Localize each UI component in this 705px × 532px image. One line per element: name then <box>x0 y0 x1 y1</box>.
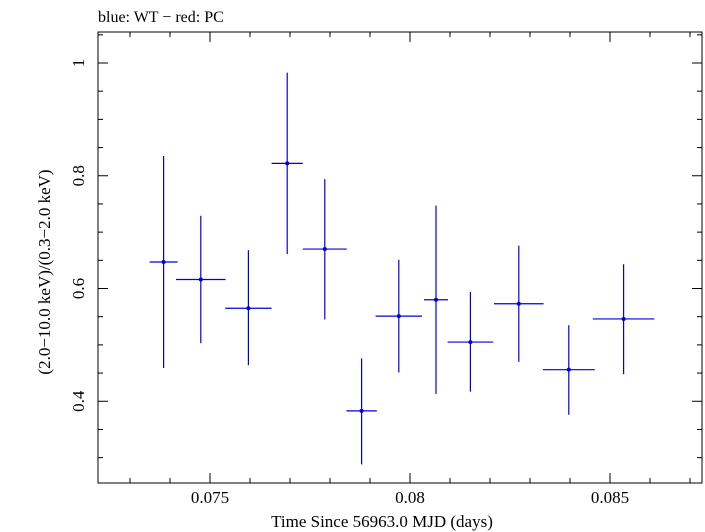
y-tick-label: 1 <box>69 59 88 68</box>
y-tick-label: 0.6 <box>69 278 88 299</box>
series-wt <box>149 72 655 465</box>
data-marker <box>516 301 521 306</box>
data-point <box>447 291 494 392</box>
data-point <box>424 205 448 394</box>
data-point <box>149 156 178 368</box>
data-marker <box>359 408 364 413</box>
x-tick-label: 0.08 <box>395 488 425 507</box>
plot-frame <box>97 31 703 484</box>
y-tick-label: 0.4 <box>69 390 88 412</box>
data-series <box>149 72 655 465</box>
y-tick-label: 0.8 <box>69 165 88 186</box>
data-point <box>375 259 422 373</box>
data-marker <box>396 314 401 319</box>
data-marker <box>285 161 290 166</box>
data-point <box>542 325 595 415</box>
data-marker <box>621 316 626 321</box>
data-marker <box>434 297 438 302</box>
data-point <box>592 264 655 375</box>
chart-title: blue: WT − red: PC <box>98 9 224 26</box>
data-marker <box>322 247 327 252</box>
data-marker <box>246 306 251 311</box>
x-axis-ticks: 0.075 0.08 0.085 <box>129 32 691 507</box>
data-marker <box>161 260 166 265</box>
data-marker <box>198 277 203 282</box>
data-point <box>302 179 347 320</box>
y-axis-label: (2.0−10.0 keV)/(0.3−2.0 keV) <box>35 169 54 374</box>
data-marker <box>468 340 473 345</box>
x-tick-label: 0.085 <box>591 488 629 507</box>
data-point <box>346 358 377 465</box>
x-tick-label: 0.075 <box>191 488 229 507</box>
data-point <box>225 250 272 366</box>
data-point <box>176 215 226 344</box>
x-axis-label: Time Since 56963.0 MJD (days) <box>271 512 493 531</box>
y-axis-ticks: 0.4 0.6 0.8 1 <box>69 34 702 459</box>
data-marker <box>566 367 571 372</box>
data-point <box>271 72 303 255</box>
data-point <box>494 245 544 362</box>
